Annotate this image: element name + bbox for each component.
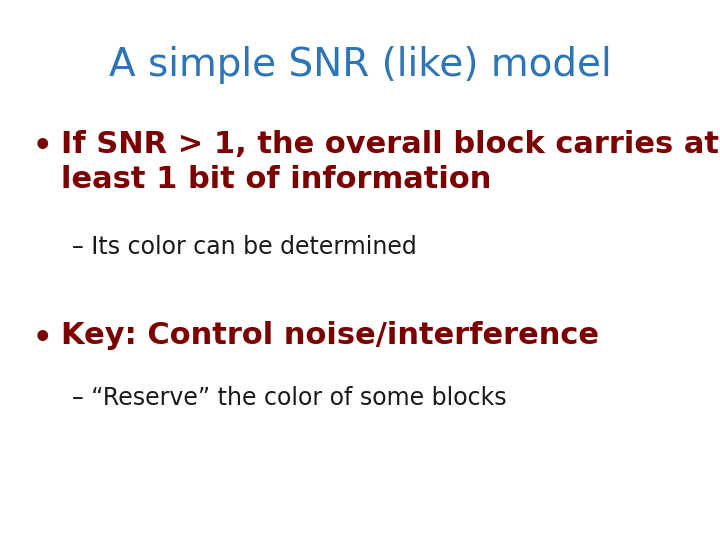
- Text: Key: Control noise/interference: Key: Control noise/interference: [61, 321, 599, 350]
- Text: A simple SNR (like) model: A simple SNR (like) model: [109, 46, 611, 84]
- Text: •: •: [32, 324, 52, 353]
- Text: •: •: [32, 132, 52, 161]
- Text: If SNR > 1, the overall block carries at
least 1 bit of information: If SNR > 1, the overall block carries at…: [61, 130, 719, 194]
- Text: – “Reserve” the color of some blocks: – “Reserve” the color of some blocks: [72, 386, 507, 410]
- Text: – Its color can be determined: – Its color can be determined: [72, 235, 417, 259]
